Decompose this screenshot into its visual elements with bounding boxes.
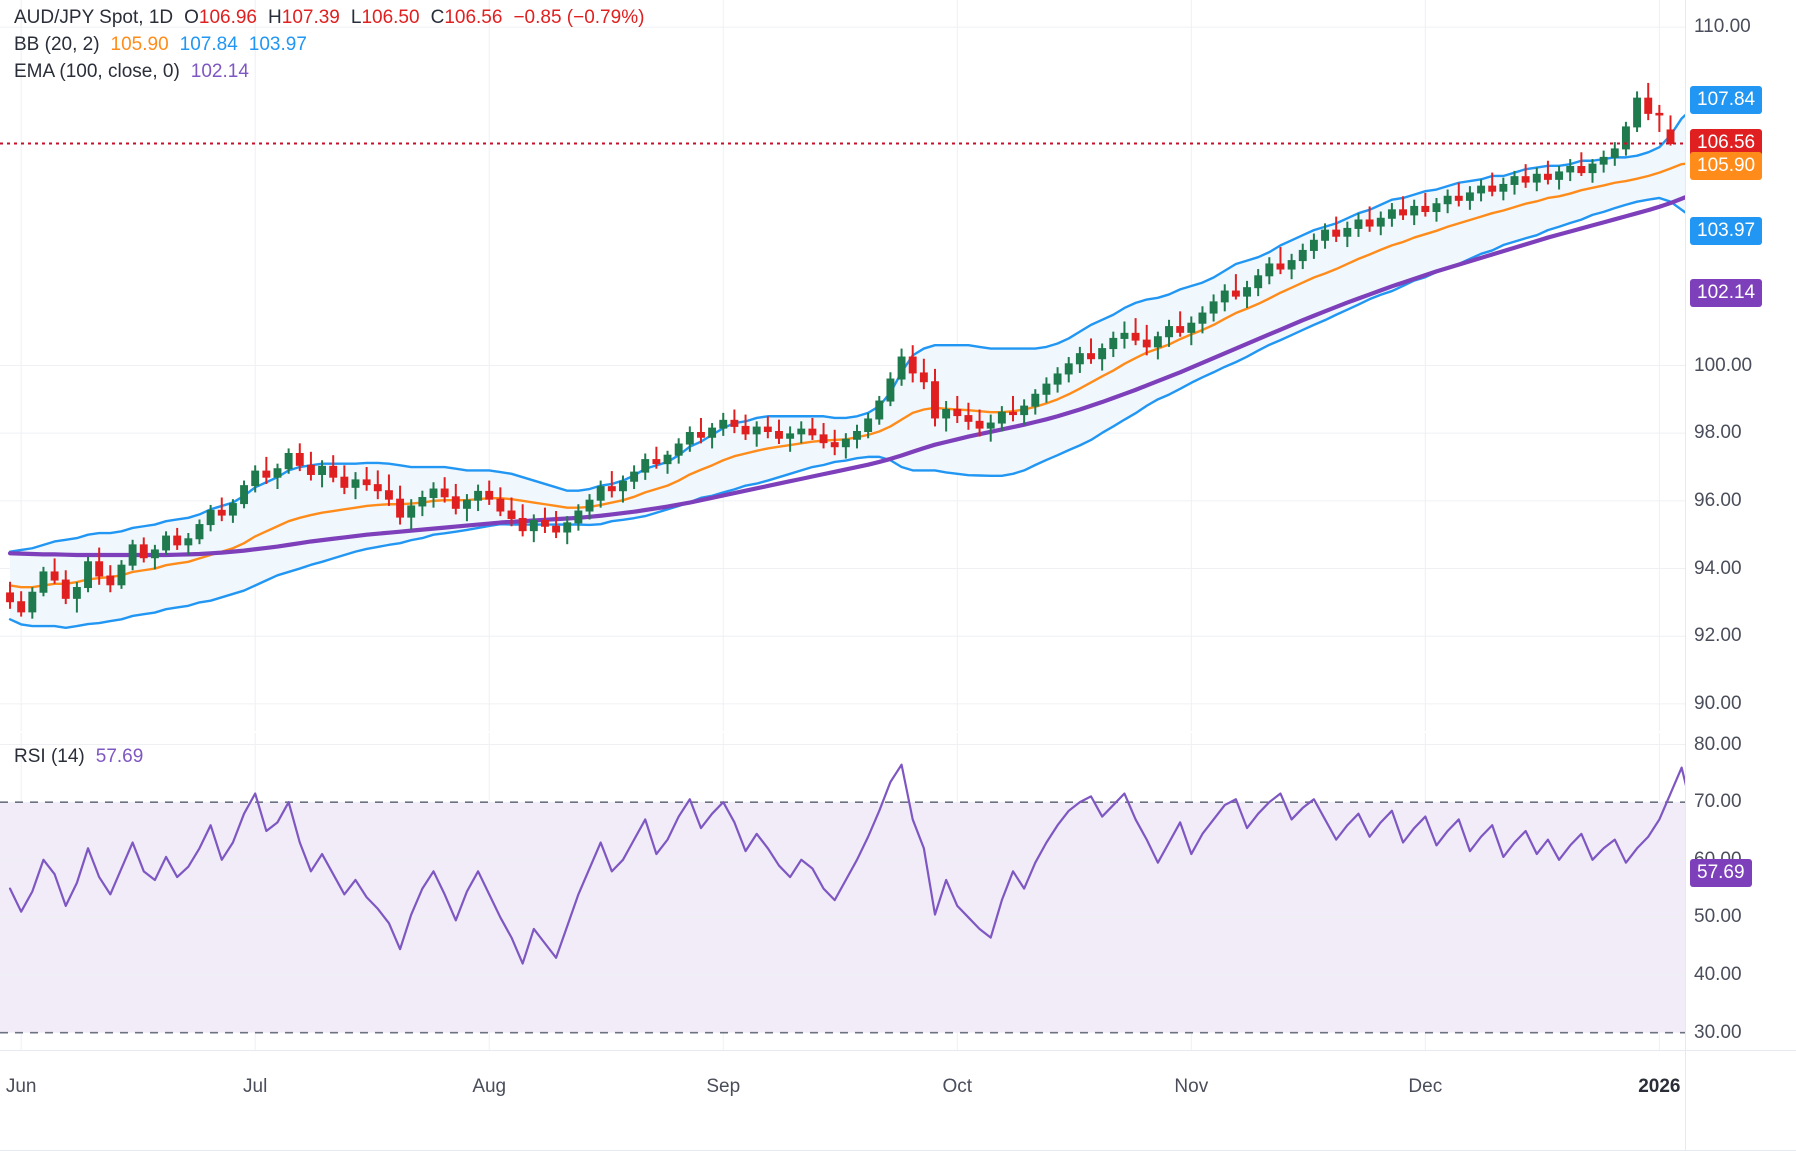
rsi-axis-tick: 50.00 [1694,906,1742,928]
price-axis[interactable]: 110.00 100.00 98.00 96.00 94.00 92.00 90.00 80.… [1685,0,1796,1050]
time-axis-tick: Aug [472,1076,507,1097]
rsi-axis-tick: 80.00 [1694,733,1742,755]
time-axis-separator [1685,1051,1686,1151]
rsi-axis-badge[interactable]: 57.69 [1690,859,1752,888]
price-axis-tick: 96.00 [1694,489,1742,511]
rsi-indicator-label: RSI (14) [14,746,85,767]
time-axis-tick: Dec [1408,1076,1443,1097]
time-axis-tick: Oct [942,1076,973,1097]
rsi-legend[interactable]: RSI (14) 57.69 [14,747,154,766]
price-axis-badge[interactable]: 107.84 [1690,86,1763,115]
price-axis-tick: 92.00 [1694,625,1742,647]
price-axis-tick: 110.00 [1694,16,1751,38]
time-axis-tick: 2026 [1638,1076,1681,1097]
rsi-plot[interactable] [0,733,1685,1050]
price-axis-tick: 94.00 [1694,557,1742,579]
price-pane[interactable] [0,0,1685,731]
time-axis-tick: Jun [5,1076,37,1097]
rsi-axis-tick: 70.00 [1694,791,1742,813]
rsi-pane[interactable]: RSI (14) 57.69 [0,733,1685,1050]
price-plot[interactable] [0,0,1685,731]
time-axis-tick: Jul [243,1076,268,1097]
price-axis-badge[interactable]: 103.97 [1690,217,1763,246]
price-axis-badge[interactable]: 102.14 [1690,279,1763,308]
rsi-axis-tick: 40.00 [1694,964,1742,986]
rsi-value: 57.69 [95,746,144,767]
price-axis-tick: 100.00 [1694,354,1753,376]
price-axis-badge[interactable]: 105.90 [1690,151,1763,180]
time-axis-tick: Nov [1174,1076,1209,1097]
rsi-axis-tick: 30.00 [1694,1021,1742,1043]
time-axis[interactable]: Jun Jul Aug Sep Oct Nov Dec 2026 [0,1050,1796,1151]
price-axis-tick: 98.00 [1694,422,1742,444]
price-axis-tick: 90.00 [1694,692,1742,714]
time-axis-tick: Sep [706,1076,741,1097]
